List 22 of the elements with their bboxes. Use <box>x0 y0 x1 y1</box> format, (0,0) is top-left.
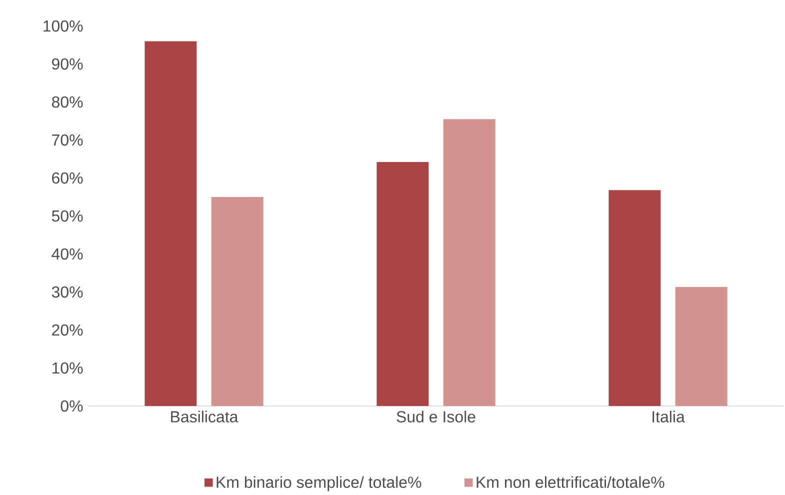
y-tick-label: 60% <box>52 172 83 184</box>
x-tick-label: Basilicata <box>171 410 238 422</box>
bar <box>376 162 429 406</box>
bar <box>443 119 496 406</box>
y-tick-label: 40% <box>52 248 83 260</box>
y-tick-label: 70% <box>52 134 83 146</box>
bar <box>675 286 728 406</box>
legend-label: Km non elettrificati/totale% <box>476 476 664 488</box>
y-tick-label: 0% <box>60 400 83 412</box>
y-tick-label: 80% <box>52 96 83 108</box>
x-tick-label: Italia <box>652 410 685 422</box>
y-tick-label: 10% <box>52 362 83 374</box>
legend-label: Km binario semplice/ totale% <box>216 476 422 492</box>
x-tick-label: Sud e Isole <box>396 410 476 422</box>
y-tick-label: 90% <box>52 58 83 70</box>
bar <box>608 190 661 406</box>
y-tick-label: 50% <box>52 210 83 222</box>
y-tick-label: 30% <box>52 286 83 298</box>
y-tick-label: 20% <box>52 324 83 336</box>
bar <box>144 41 197 406</box>
y-tick-label: 100% <box>44 20 83 32</box>
bar <box>211 196 264 406</box>
